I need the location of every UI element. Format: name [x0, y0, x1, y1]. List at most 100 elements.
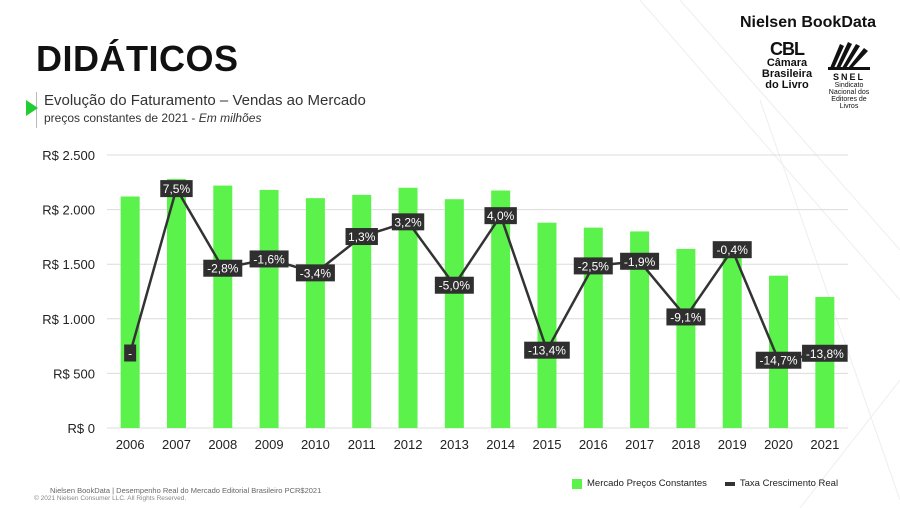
- growth-label-2020: -14,7%: [760, 354, 798, 368]
- bar-2010: [305, 198, 325, 428]
- snel-word: SNEL: [832, 72, 865, 82]
- growth-label-2014: 4,0%: [487, 209, 515, 223]
- x-tick-label: 2010: [301, 437, 330, 452]
- x-tick-label: 2015: [533, 437, 562, 452]
- growth-label-box: [573, 257, 613, 275]
- growth-label-box: [524, 341, 570, 359]
- y-tick-label: R$ 500: [53, 366, 95, 381]
- bar-2017: [630, 231, 650, 428]
- chart-subtitle: Evolução do Faturamento – Vendas ao Merc…: [44, 92, 366, 109]
- legend-item-bar: Mercado Preços Constantes: [572, 478, 707, 489]
- cbl-line3: do Livro: [765, 79, 809, 91]
- bar-2014: [491, 190, 511, 428]
- cbl-logo: CBL Câmara Brasileira do Livro: [758, 40, 816, 91]
- x-tick-label: 2013: [440, 437, 469, 452]
- growth-label-box: [802, 344, 848, 362]
- x-tick-label: 2011: [348, 437, 376, 452]
- growth-label-box: [295, 264, 335, 282]
- bar-2015: [537, 222, 557, 428]
- growth-label-box: [124, 344, 137, 362]
- x-tick-label: 2018: [671, 437, 700, 452]
- x-tick-label: 2020: [764, 437, 793, 452]
- cbl-mark: CBL: [770, 39, 805, 59]
- snel-small: Sindicato Nacional dos Editores de Livro…: [828, 82, 870, 110]
- y-tick-label: R$ 2.000: [42, 203, 95, 218]
- bar-2016: [583, 227, 603, 428]
- growth-label-box: [203, 259, 243, 277]
- growth-label-box: [712, 241, 752, 259]
- x-tick-label: 2008: [208, 437, 237, 452]
- bar-2008: [213, 185, 233, 428]
- growth-label-2017: -1,9%: [624, 255, 656, 269]
- chart-legend: Mercado Preços Constantes Taxa Crescimen…: [572, 478, 838, 489]
- x-tick-label: 2016: [579, 437, 608, 452]
- y-tick-label: R$ 1.000: [42, 312, 95, 327]
- y-tick-label: R$ 0: [68, 421, 95, 436]
- x-tick-label: 2021: [810, 437, 839, 452]
- subtitle-main-text: preços constantes de 2021 -: [44, 111, 199, 125]
- growth-label-2007: 7,5%: [163, 182, 191, 196]
- y-tick-label: R$ 2.500: [42, 148, 95, 163]
- legend-label-line: Taxa Crescimento Real: [739, 478, 839, 489]
- x-tick-label: 2009: [255, 437, 284, 452]
- page-title: DIDÁTICOS: [36, 38, 239, 79]
- x-tick-label: 2014: [486, 437, 515, 452]
- growth-label-2021: -13,8%: [806, 347, 844, 361]
- growth-label-box: [755, 351, 802, 369]
- growth-label-2019: -0,4%: [717, 243, 749, 257]
- legend-swatch-bar: [572, 478, 582, 489]
- growth-label-2006: -: [128, 347, 132, 361]
- footer-source: Nielsen BookData | Desempenho Real do Me…: [50, 486, 322, 495]
- growth-label-2016: -2,5%: [578, 259, 610, 273]
- snel-logo: SNEL Sindicato Nacional dos Editores de …: [826, 40, 872, 110]
- subtitle-emphasis-text: Em milhões: [198, 111, 262, 125]
- x-tick-label: 2012: [394, 437, 423, 452]
- growth-label-2012: 3,2%: [394, 215, 422, 229]
- brand-name: Nielsen BookData: [739, 14, 876, 31]
- growth-label-2013: -5,0%: [439, 279, 471, 293]
- bar-2018: [676, 248, 696, 428]
- growth-label-2008: -2,8%: [207, 262, 239, 276]
- growth-label-box: [666, 308, 706, 326]
- x-tick-label: 2019: [718, 437, 747, 452]
- partner-logos: CBL Câmara Brasileira do Livro SNEL Sind…: [758, 40, 872, 110]
- x-tick-label: 2006: [116, 437, 145, 452]
- bar-2006: [120, 196, 140, 428]
- growth-label-box: [160, 180, 193, 198]
- legend-label-bar: Mercado Preços Constantes: [587, 478, 707, 489]
- bar-series: [120, 179, 835, 428]
- footer-copyright: © 2021 Nielsen Consumer LLC. All Rights …: [34, 495, 187, 502]
- book-fan-icon: [828, 42, 870, 70]
- x-tick-label: 2007: [162, 437, 191, 452]
- y-axis: R$ 0 R$ 500 R$ 1.000 R$ 1.500 R$ 2.000 R$ 2.5…: [42, 148, 95, 436]
- x-tick-label: 2017: [625, 437, 654, 452]
- growth-label-box: [434, 276, 474, 294]
- y-tick-label: R$ 1.500: [42, 257, 95, 272]
- growth-label-box: [620, 252, 660, 270]
- bar-2011: [352, 194, 372, 428]
- growth-label-2010: -3,4%: [300, 266, 332, 280]
- growth-label-box: [391, 213, 425, 231]
- growth-label-box: [345, 228, 378, 246]
- growth-labels: - 7,5% -2,8% -1,6% -3,4% 1,3% 3,2% -5,0% 4,0% -13…: [124, 180, 848, 369]
- growth-label-box: [484, 207, 517, 225]
- bar-2007: [166, 179, 186, 428]
- x-axis: 2006 2007 2008 2009 2010 2011 2012 2013 2014 2015…: [116, 437, 840, 452]
- bar-2013: [444, 199, 464, 428]
- growth-label-2015: -13,4%: [528, 344, 566, 358]
- legend-swatch-line: [724, 481, 735, 486]
- growth-label-2011: 1,3%: [348, 230, 376, 244]
- line-series: [128, 187, 826, 362]
- bar-2019: [722, 249, 742, 428]
- growth-label-2018: -9,1%: [670, 310, 702, 324]
- growth-line: [128, 187, 826, 362]
- bar-2021: [815, 296, 835, 428]
- growth-label-2009: -1,6%: [253, 252, 285, 266]
- chart-subtitle-secondary: preços constantes de 2021 - Em milhões: [44, 111, 261, 125]
- legend-item-line: Taxa Crescimento Real: [724, 478, 839, 489]
- bar-2012: [398, 187, 418, 428]
- cbl-line1: Câmara: [766, 57, 808, 69]
- bar-2009: [259, 189, 279, 428]
- cbl-line2: Brasileira: [761, 68, 813, 80]
